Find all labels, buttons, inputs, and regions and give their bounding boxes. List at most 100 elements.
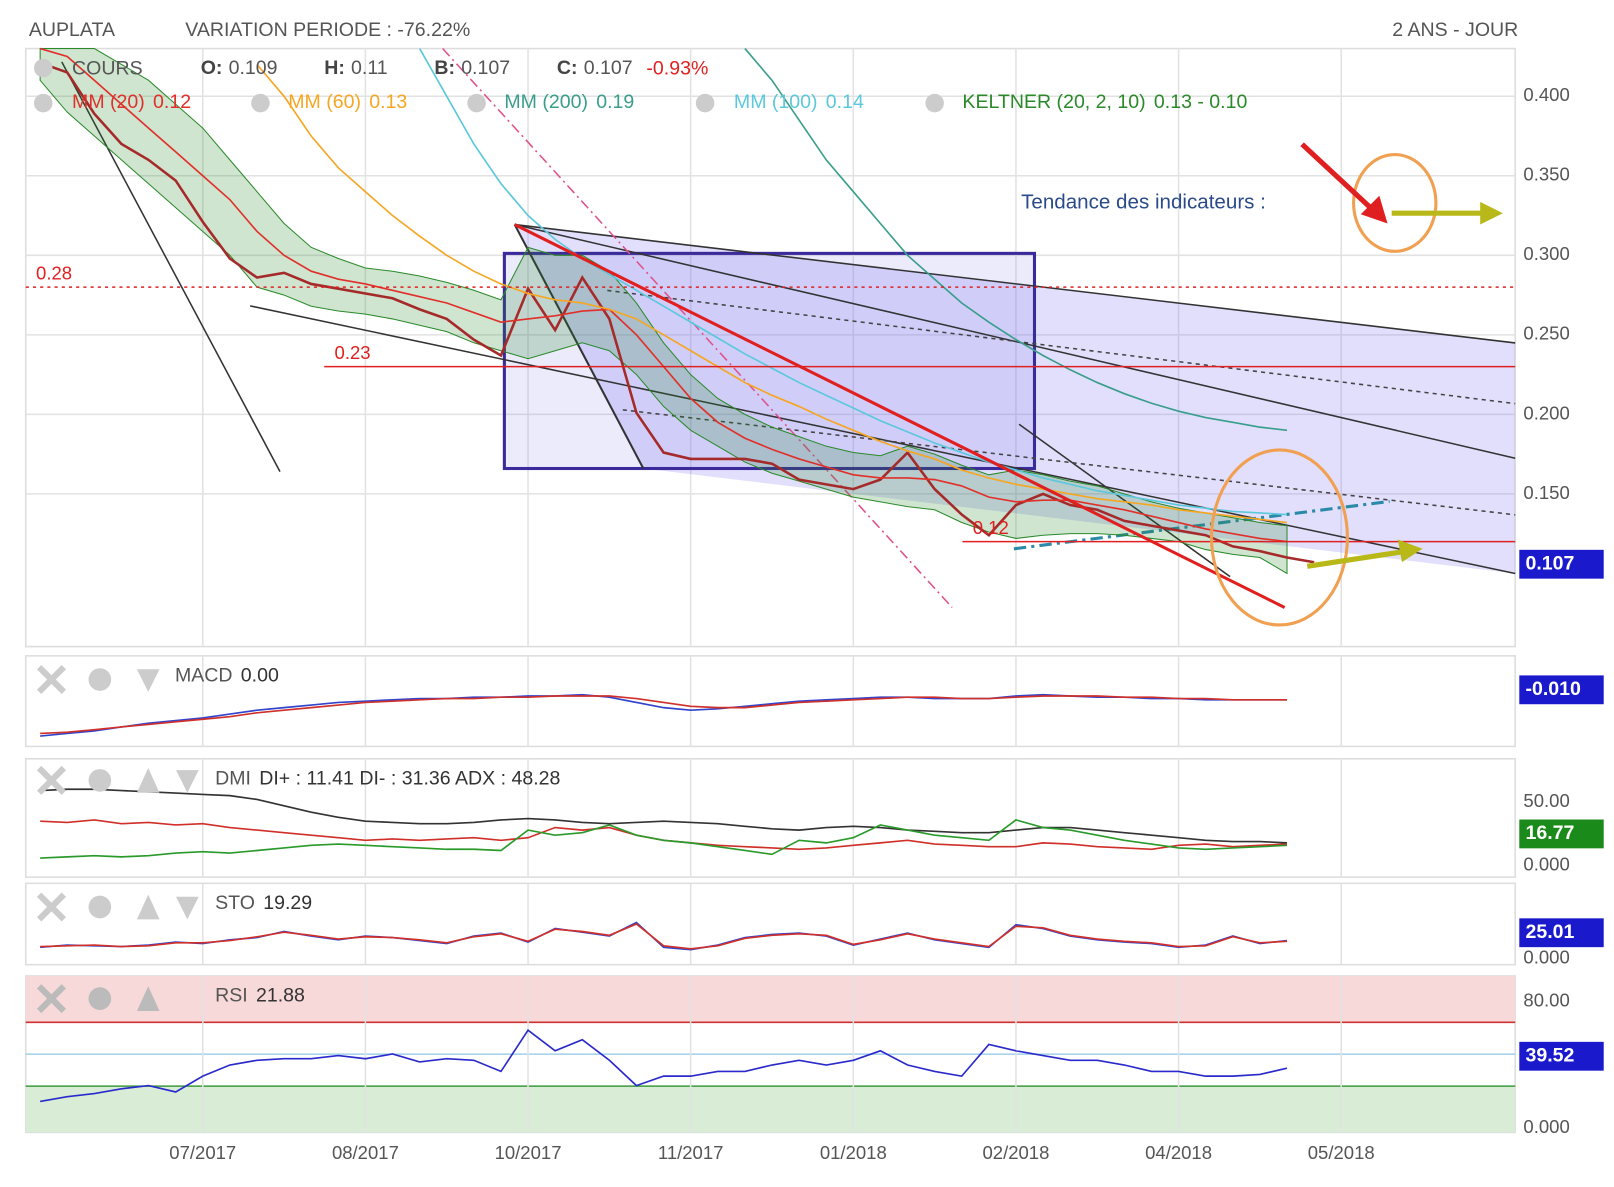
panels: [24, 47, 1516, 1134]
gear-icon[interactable]: [88, 668, 112, 691]
x-tick-label: 04/2018: [1145, 1142, 1212, 1163]
arrow: [1306, 549, 1403, 569]
down-icon[interactable]: [176, 896, 199, 920]
legend-value: 0.13: [369, 91, 407, 113]
ohlc-label: C:: [557, 57, 578, 79]
indicator-name: MACD: [175, 665, 233, 687]
ohlc-item: O: 0.109: [201, 57, 278, 79]
price-level-label: 0.28: [36, 263, 72, 284]
value-tag-box: [1519, 549, 1604, 579]
x-tick-label: 07/2017: [169, 1142, 236, 1163]
series-line: [40, 788, 1288, 844]
y-tick-label: 0.000: [1523, 1116, 1569, 1137]
indicator-value: 21.88: [256, 985, 305, 1007]
legend-entry: MM (60) 0.13: [288, 91, 407, 113]
down-icon[interactable]: [176, 770, 199, 793]
dash-dot-line: [442, 48, 953, 608]
overlay: [33, 58, 1503, 1014]
value-tag-box: [1519, 918, 1604, 948]
y-tick-label: 0.250: [1523, 323, 1569, 344]
gear-icon[interactable]: [88, 895, 112, 919]
icons: [33, 58, 944, 1014]
ohlc-item: B: 0.107: [434, 57, 510, 79]
trend-line: [1018, 423, 1231, 578]
ohlc-value: 0.109: [229, 57, 278, 79]
gear-icon[interactable]: [467, 93, 486, 113]
gear-icon[interactable]: [251, 93, 270, 113]
indicator-title: STO 19.29: [215, 892, 312, 914]
value-tag: 25.01: [1525, 921, 1574, 943]
dmi-panel: [24, 758, 1516, 878]
indicator-title: RSI 21.88: [215, 985, 305, 1007]
y-tick-label: 0.200: [1523, 402, 1569, 423]
trend-line: [514, 223, 1516, 344]
ohlc-value: 0.107: [461, 57, 510, 79]
y-tick-label: 0.400: [1523, 84, 1569, 105]
rsi-oversold-zone: [25, 1086, 1516, 1133]
indicator-title: MACD 0.00: [175, 665, 279, 687]
x-tick-label: 05/2018: [1308, 1142, 1375, 1163]
value-tag: 16.77: [1525, 822, 1574, 844]
y-tick-label: 0.350: [1523, 164, 1569, 185]
gear-icon[interactable]: [695, 93, 715, 113]
series-line: [256, 63, 1288, 524]
series-line: [40, 819, 1288, 859]
up-icon[interactable]: [136, 894, 160, 920]
circle: [1352, 153, 1438, 253]
arrow-head: [1480, 201, 1503, 225]
sto-panel: [24, 882, 1516, 966]
indicator-name: STO: [215, 892, 255, 914]
value-tag: -0.010: [1525, 678, 1581, 700]
indicator-value: 0.00: [241, 665, 279, 687]
legend-value: 0.14: [826, 91, 864, 113]
series-line: [39, 61, 1315, 564]
legend-value: 0.13 - 0.10: [1154, 91, 1248, 113]
down-icon[interactable]: [136, 669, 160, 692]
ohlc-value: 0.11: [351, 57, 388, 79]
close-icon[interactable]: [36, 984, 67, 1014]
gear-icon[interactable]: [33, 93, 53, 113]
y-tick-label: 0.000: [1523, 854, 1569, 875]
change: -0.93%: [646, 57, 708, 79]
close-icon[interactable]: [36, 765, 67, 795]
legend-name: MM (100): [734, 91, 818, 113]
trend-line: [514, 223, 1516, 459]
plot: [25, 47, 1516, 1103]
series-line: [418, 48, 1288, 516]
arrow-head: [1397, 539, 1423, 563]
variation: VARIATION PERIODE : -76.22%: [185, 19, 470, 41]
trend-line: [61, 61, 281, 472]
legend-value: 0.19: [596, 91, 634, 113]
legend-name: MM (200): [504, 91, 588, 113]
gear-icon[interactable]: [88, 987, 112, 1010]
ohlc-label: O:: [201, 57, 223, 79]
legend-value: 0.12: [153, 91, 191, 113]
trend-line: [249, 305, 1516, 575]
up-icon[interactable]: [136, 768, 160, 793]
indicator-title: DMI DI+ : 11.41 DI- : 31.36 ADX : 48.28: [215, 768, 560, 790]
price-label: COURS: [72, 57, 143, 79]
y-tick-label: 0.300: [1523, 243, 1569, 264]
rsi-overbought-zone: [25, 975, 1516, 1023]
macd-panel: [24, 655, 1516, 748]
x-tick-label: 11/2017: [658, 1142, 724, 1163]
legend-entry: MM (100) 0.14: [734, 91, 864, 113]
value-tag-box: [1519, 1041, 1604, 1071]
ohlc-item: C: 0.107: [557, 57, 633, 79]
x-tick-label: 01/2018: [820, 1142, 887, 1163]
arrow-head: [1360, 195, 1388, 224]
close-icon[interactable]: [36, 892, 67, 922]
gear-icon[interactable]: [33, 58, 53, 78]
up-icon[interactable]: [136, 986, 160, 1011]
y-tick-label: 80.00: [1523, 990, 1569, 1011]
gear-icon[interactable]: [88, 769, 112, 792]
series-line: [744, 48, 1288, 432]
gear-icon[interactable]: [925, 93, 944, 113]
indicator-value: DI+ : 11.41 DI- : 31.36 ADX : 48.28: [259, 768, 560, 790]
ticker: AUPLATA: [29, 19, 115, 41]
value-tag: 0.107: [1525, 552, 1574, 574]
period: 2 ANS - JOUR: [1392, 19, 1518, 41]
close-icon[interactable]: [36, 664, 67, 695]
price-level-label: 0.23: [335, 342, 371, 363]
